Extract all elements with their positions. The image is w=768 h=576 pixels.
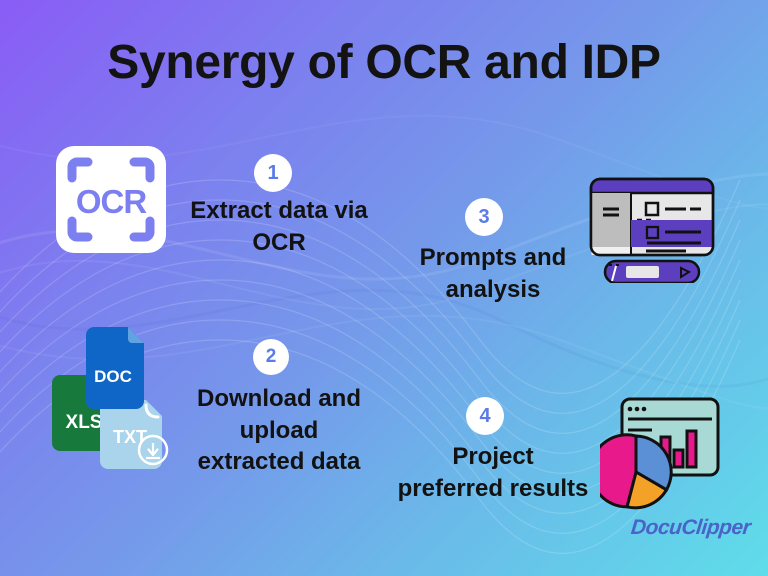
svg-text:XLS: XLS (66, 412, 103, 433)
svg-text:OCR: OCR (76, 183, 148, 220)
svg-text:DOC: DOC (94, 367, 132, 386)
svg-text:TXT: TXT (113, 427, 147, 447)
